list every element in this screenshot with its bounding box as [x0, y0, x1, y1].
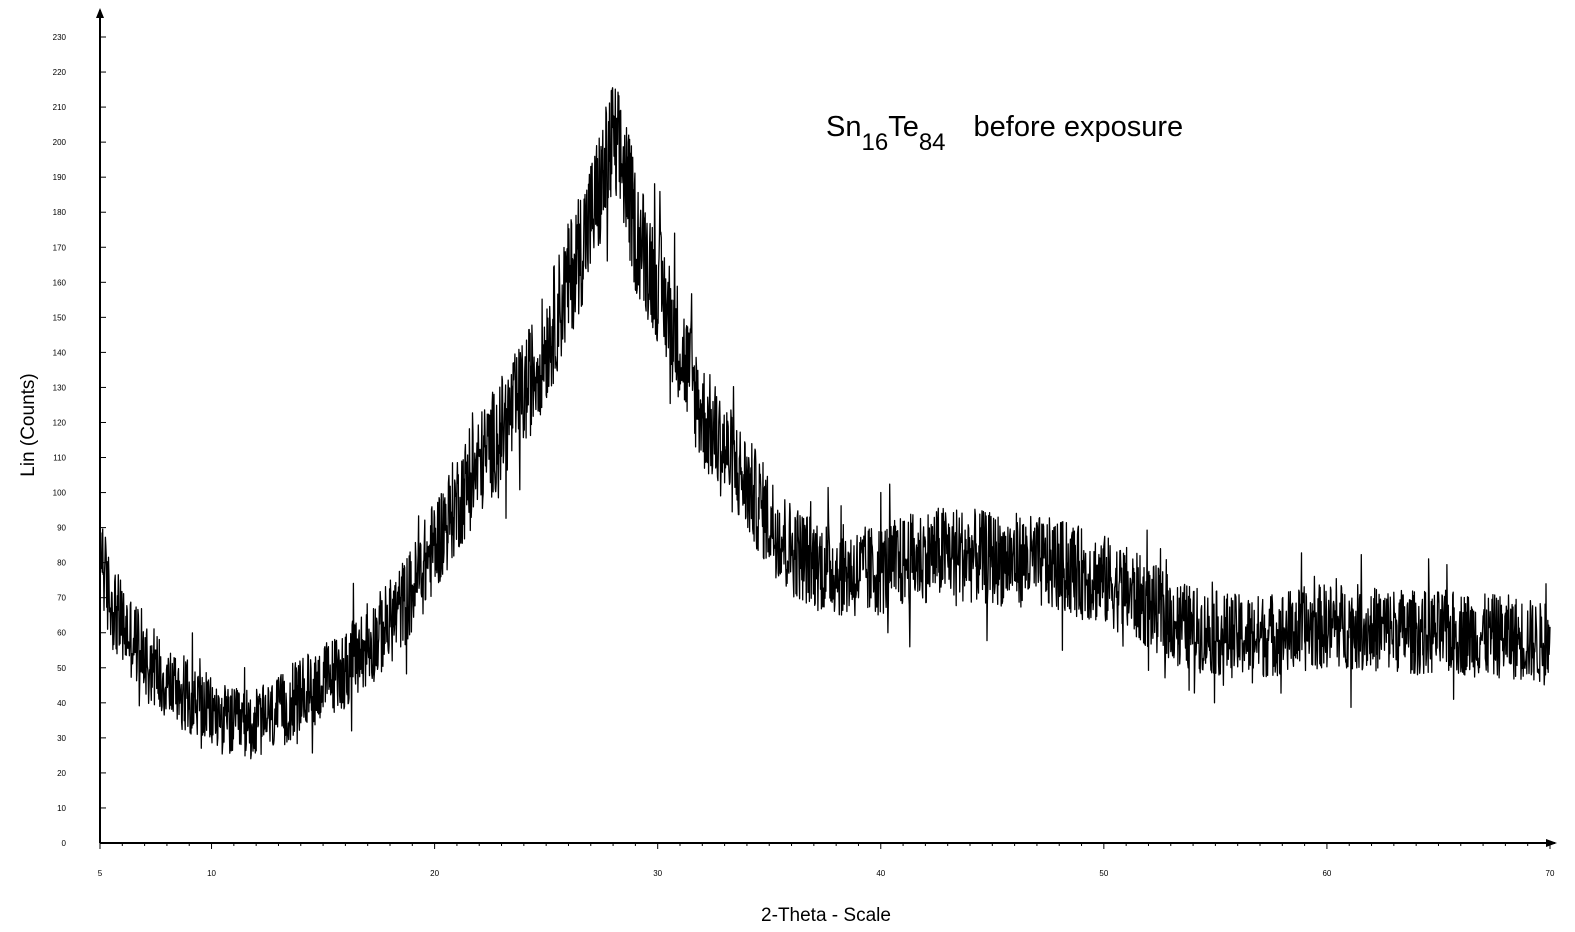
y-tick-label-0: 0	[62, 839, 67, 848]
y-tick-label-180: 180	[53, 208, 67, 217]
annotation-element-sn: Sn	[826, 111, 861, 143]
x-ticks: 5 10 20 30 40 50 60 70	[98, 843, 1555, 878]
y-tick-label-110: 110	[53, 454, 66, 463]
series-line-0	[99, 87, 1551, 760]
y-tick-label-90: 90	[57, 524, 66, 533]
y-tick-label-80: 80	[57, 559, 66, 568]
y-tick-label-40: 40	[57, 699, 66, 708]
annotation-subscript-84: 84	[919, 129, 946, 156]
annotation-suffix: before exposure	[974, 111, 1184, 143]
x-tick-label-70: 70	[1546, 869, 1555, 878]
x-tick-label-30: 30	[653, 869, 662, 878]
y-tick-label-100: 100	[53, 489, 67, 498]
y-tick-label-170: 170	[53, 243, 67, 252]
y-axis-arrow	[96, 8, 104, 18]
series-layer	[99, 87, 1551, 760]
y-tick-label-10: 10	[57, 804, 66, 813]
y-ticks: 0 10 20 30 40 50 60 70 80 90 100 110 120 130 140 150 160…	[53, 33, 106, 848]
y-axis-title: Lin (Counts)	[18, 373, 39, 477]
y-tick-label-210: 210	[53, 103, 67, 112]
x-axis-title: 2-Theta - Scale	[761, 905, 891, 926]
y-tick-label-70: 70	[57, 594, 66, 603]
x-tick-label-20: 20	[430, 869, 439, 878]
plot-area: 0 10 20 30 40 50 60 70 80 90 100 110 120 130 140 150 160…	[53, 8, 1557, 878]
y-tick-label-50: 50	[57, 664, 66, 673]
y-tick-label-140: 140	[53, 348, 67, 357]
y-tick-label-200: 200	[53, 138, 67, 147]
annotation-subscript-16: 16	[861, 129, 888, 156]
x-axis-arrow	[1546, 839, 1557, 847]
x-tick-label-60: 60	[1322, 869, 1331, 878]
x-tick-label-10: 10	[207, 869, 216, 878]
y-tick-label-60: 60	[57, 629, 66, 638]
x-tick-label-50: 50	[1099, 869, 1108, 878]
y-tick-label-20: 20	[57, 769, 66, 778]
y-tick-label-190: 190	[53, 173, 67, 182]
annotation-element-te: Te	[888, 111, 919, 143]
x-tick-label-40: 40	[876, 869, 885, 878]
sample-annotation: Sn16Te84 before exposure	[826, 111, 1183, 156]
y-tick-label-160: 160	[53, 278, 67, 287]
y-tick-label-220: 220	[53, 68, 67, 77]
y-tick-label-150: 150	[53, 313, 67, 322]
y-tick-label-230: 230	[53, 33, 67, 42]
y-tick-label-30: 30	[57, 734, 66, 743]
y-tick-label-120: 120	[53, 418, 67, 427]
y-tick-label-130: 130	[53, 383, 67, 392]
x-tick-label-5: 5	[98, 869, 103, 878]
